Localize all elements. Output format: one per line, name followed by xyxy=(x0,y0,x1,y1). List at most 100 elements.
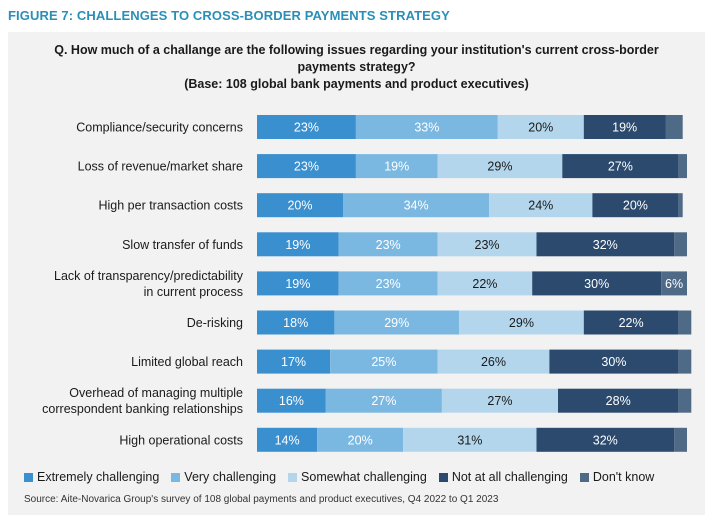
category-label-line: correspondent banking relationships xyxy=(42,402,243,416)
data-label: 19% xyxy=(285,238,310,252)
bar-segment xyxy=(678,310,692,335)
bar-segment xyxy=(536,427,675,452)
data-label: 29% xyxy=(384,316,409,330)
category-label-line: Overhead of managing multiple xyxy=(69,386,243,400)
data-label: 19% xyxy=(612,121,637,135)
data-label: 18% xyxy=(283,316,308,330)
bar-segment xyxy=(437,232,537,257)
bar-segment xyxy=(338,232,438,257)
category-label: De-risking xyxy=(187,316,243,330)
bar-segment xyxy=(330,349,438,374)
data-label: 31% xyxy=(457,433,482,447)
category-label: Lack of transparency/predictability in cu… xyxy=(54,269,244,299)
category-label-line: High operational costs xyxy=(119,433,243,447)
bar-segment xyxy=(257,193,343,218)
data-label: 26% xyxy=(481,355,506,369)
legend-label: Very challenging xyxy=(184,470,277,484)
chart-legend: Extremely challenging Very challenging Som… xyxy=(24,470,704,484)
data-label: 28% xyxy=(606,394,631,408)
question-line: (Base: 108 global bank payments and prod… xyxy=(184,77,529,91)
stacked-bar-chart: Compliance/security concerns 23% 33% 20% 19%… xyxy=(42,115,692,452)
bar-segment xyxy=(583,310,679,335)
question-line: Q. How much of a challange are the follo… xyxy=(54,43,659,57)
data-label: 30% xyxy=(601,355,626,369)
question-line: payments strategy? xyxy=(297,60,416,74)
data-label: 29% xyxy=(509,316,534,330)
chart-question: Q. How much of a challange are the follo… xyxy=(48,42,665,93)
data-label: 32% xyxy=(593,433,618,447)
bar-segment xyxy=(257,427,318,452)
data-label: 17% xyxy=(281,355,306,369)
bar-segment xyxy=(325,388,442,413)
category-label-line: in current process xyxy=(144,285,243,299)
bar-segment xyxy=(257,115,356,139)
bar-segment xyxy=(536,232,675,257)
bar-segment xyxy=(661,271,687,296)
bar-segment xyxy=(674,427,687,452)
bar-segment xyxy=(334,310,460,335)
category-label: Compliance/security concerns xyxy=(76,121,243,135)
bar-segment xyxy=(583,115,666,139)
bar-segment xyxy=(678,349,692,374)
legend-swatch xyxy=(24,472,33,482)
legend-item: Extremely challenging xyxy=(24,470,159,484)
chart-panel: Q. How much of a challange are the follo… xyxy=(8,32,705,515)
category-label-line: Lack of transparency/predictability xyxy=(54,269,244,283)
bar-segment xyxy=(338,271,438,296)
bar-segment xyxy=(678,154,687,179)
category-label: Overhead of managing multiple corresponde… xyxy=(42,386,243,416)
category-label: High per transaction costs xyxy=(98,199,243,213)
data-label: 6% xyxy=(665,277,683,291)
data-label: 23% xyxy=(376,238,401,252)
legend-swatch xyxy=(288,472,298,482)
data-label: 20% xyxy=(528,121,553,135)
data-label: 29% xyxy=(487,160,512,174)
bar-segment xyxy=(355,154,438,179)
category-label-line: Loss of revenue/market share xyxy=(78,160,243,174)
data-label: 34% xyxy=(404,199,429,213)
legend-item: Very challenging xyxy=(171,470,276,484)
category-label: Slow transfer of funds xyxy=(122,238,243,252)
data-label: 23% xyxy=(294,160,319,174)
data-label: 22% xyxy=(619,316,644,330)
legend-swatch xyxy=(579,472,589,482)
data-label: 23% xyxy=(376,277,401,291)
legend-item: Not at all challenging xyxy=(438,470,568,484)
data-label: 24% xyxy=(528,199,553,213)
bar-segment xyxy=(558,388,679,413)
bar-segment xyxy=(257,349,331,374)
data-label: 23% xyxy=(294,121,319,135)
category-label-line: High per transaction costs xyxy=(98,199,243,213)
data-label: 20% xyxy=(287,199,312,213)
category-label: Limited global reach xyxy=(131,355,243,369)
data-label: 16% xyxy=(279,394,304,408)
figure-title: FIGURE 7: CHALLENGES TO CROSS-BORDER PAY… xyxy=(8,8,450,23)
data-label: 20% xyxy=(623,199,648,213)
data-label: 20% xyxy=(348,433,373,447)
data-label: 25% xyxy=(371,355,396,369)
bar-segment xyxy=(257,154,356,179)
category-label-line: Limited global reach xyxy=(131,355,243,369)
bar-segment xyxy=(403,427,537,452)
legend-label: Don't know xyxy=(592,470,655,484)
bar-segment xyxy=(678,388,692,413)
data-label: 27% xyxy=(371,394,396,408)
bar-segment xyxy=(257,232,339,257)
data-label: 19% xyxy=(384,160,409,174)
bar-segment xyxy=(665,115,683,139)
bar-segment xyxy=(678,193,683,218)
bar-segment xyxy=(355,115,498,139)
bar-segment xyxy=(257,388,326,413)
bar-segment xyxy=(489,193,593,218)
legend-label: Somewhat challenging xyxy=(301,470,427,484)
bar-segment xyxy=(437,271,533,296)
data-label: 27% xyxy=(608,160,633,174)
category-label-line: De-risking xyxy=(187,316,243,330)
bar-segment xyxy=(459,310,584,335)
category-label-line: Slow transfer of funds xyxy=(122,238,243,252)
bar-segment xyxy=(437,349,550,374)
bar-segment xyxy=(441,388,558,413)
legend-label: Not at all challenging xyxy=(451,470,568,484)
category-label: Loss of revenue/market share xyxy=(78,160,243,174)
bar-segment xyxy=(257,271,339,296)
